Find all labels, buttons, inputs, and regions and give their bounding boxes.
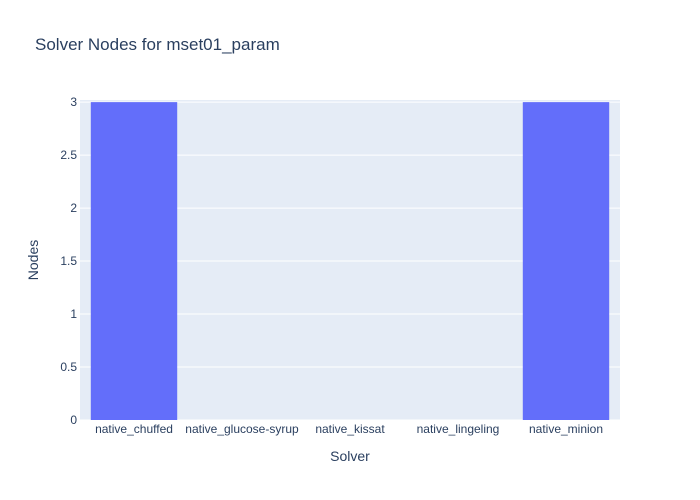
x-tick-label: native_chuffed (95, 422, 173, 436)
y-tick-labels: 0 0.5 1 1.5 2 2.5 3 (60, 95, 77, 427)
y-axis-title: Nodes (25, 240, 41, 280)
x-tick-labels: native_chuffed native_glucose-syrup native… (95, 422, 603, 436)
y-tick-label: 3 (70, 95, 77, 109)
x-axis-title: Solver (330, 448, 370, 464)
bar-native_chuffed (90, 102, 178, 420)
chart-title: Solver Nodes for mset01_param (35, 35, 280, 54)
y-tick-label: 1.5 (60, 254, 77, 268)
y-tick-label: 2.5 (60, 148, 77, 162)
x-tick-label: native_minion (529, 422, 603, 436)
x-tick-label: native_kissat (315, 422, 385, 436)
y-tick-label: 1 (70, 307, 77, 321)
bars (90, 102, 610, 420)
y-tick-label: 0.5 (60, 360, 77, 374)
y-tick-label: 2 (70, 201, 77, 215)
x-tick-label: native_glucose-syrup (185, 422, 299, 436)
bar-native_minion (522, 102, 610, 420)
y-tick-label: 0 (70, 413, 77, 427)
x-tick-label: native_lingeling (417, 422, 500, 436)
